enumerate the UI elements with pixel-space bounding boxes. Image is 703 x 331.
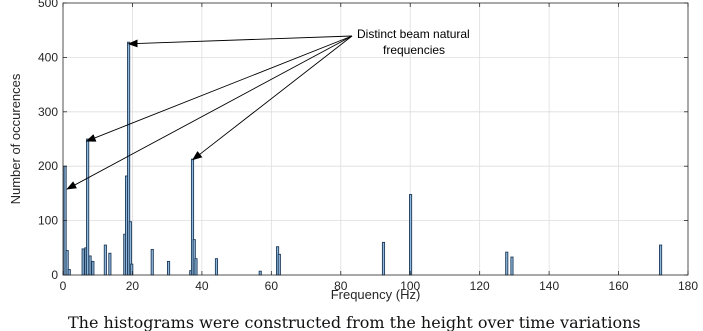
histogram-bar xyxy=(150,248,154,276)
histogram-bar xyxy=(258,270,262,276)
x-tick-label: 100 xyxy=(400,279,420,293)
x-tick-label: 80 xyxy=(334,279,348,293)
y-axis-label: Number of occurences xyxy=(8,73,23,204)
histogram-bar xyxy=(409,194,413,276)
histogram-bar xyxy=(81,248,85,276)
y-tick-label: 400 xyxy=(38,50,58,64)
x-tick-label: 140 xyxy=(539,279,559,293)
grid xyxy=(63,3,688,275)
annotation: Distinct beam natural frequencies xyxy=(66,27,470,190)
histogram-bar xyxy=(86,138,90,276)
annotation-text-line-2: frequencies xyxy=(383,43,445,57)
histogram-bar xyxy=(108,252,112,276)
histogram-bar xyxy=(91,260,95,276)
histogram-bar xyxy=(67,269,71,276)
x-tick-label: 60 xyxy=(265,279,279,293)
x-tick-label: 40 xyxy=(195,279,209,293)
x-tick-label: 0 xyxy=(60,279,67,293)
histogram-bar xyxy=(277,253,281,276)
histogram-bar xyxy=(505,251,509,276)
y-axis-ticks: 0 100 200 300 400 500 xyxy=(38,0,688,282)
histogram-bar xyxy=(510,256,514,276)
histogram-bar xyxy=(167,260,171,276)
histogram-bar xyxy=(194,258,198,276)
x-tick-label: 180 xyxy=(678,279,698,293)
annotation-arrow xyxy=(127,35,353,48)
annotation-arrow xyxy=(66,35,353,190)
bars xyxy=(63,41,663,276)
x-axis-label: Frequency (Hz) xyxy=(331,287,421,302)
x-tick-label: 20 xyxy=(126,279,140,293)
annotation-text-line-1: Distinct beam natural xyxy=(357,27,470,41)
y-tick-label: 500 xyxy=(38,0,58,10)
figure-caption: The histograms were constructed from the… xyxy=(68,314,641,331)
histogram-bar xyxy=(103,244,107,276)
x-axis-ticks: 0 20 40 60 80 100 120 140 160 180 xyxy=(60,3,698,293)
y-tick-label: 0 xyxy=(51,268,58,282)
plot-frame xyxy=(62,2,689,276)
y-tick-label: 100 xyxy=(38,214,58,228)
x-tick-label: 160 xyxy=(609,279,629,293)
histogram-bar xyxy=(214,258,219,276)
annotation-arrow xyxy=(192,35,353,161)
y-tick-label: 300 xyxy=(38,105,58,119)
histogram-bar xyxy=(659,244,663,276)
annotation-arrow xyxy=(85,35,353,142)
x-tick-label: 120 xyxy=(470,279,490,293)
y-tick-label: 200 xyxy=(38,159,58,173)
histogram-bar xyxy=(381,241,386,276)
histogram-bar xyxy=(88,255,92,276)
